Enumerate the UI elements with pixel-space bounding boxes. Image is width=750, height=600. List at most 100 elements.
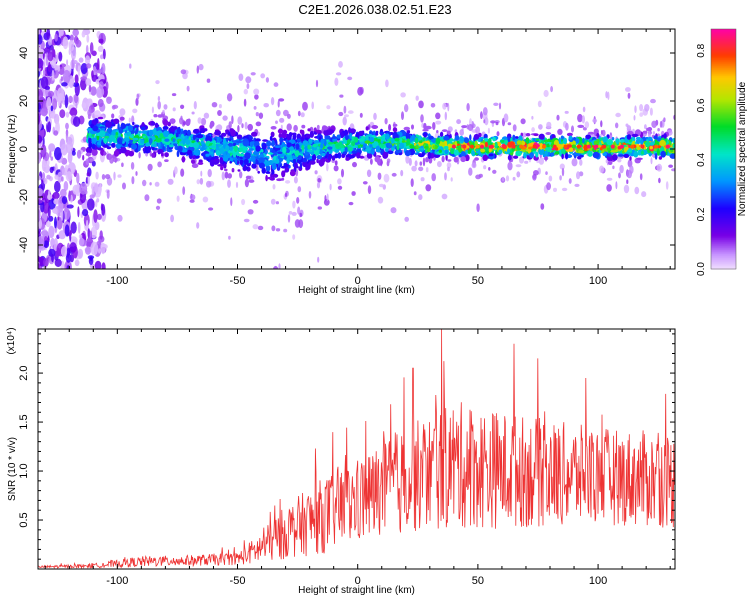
heatmap-cell bbox=[250, 72, 256, 76]
heatmap-cell bbox=[494, 141, 498, 149]
heatmap-cell bbox=[503, 113, 509, 123]
heatmap-cell bbox=[296, 197, 300, 204]
heatmap-cell bbox=[420, 177, 425, 182]
heatmap-cell bbox=[466, 124, 469, 130]
heatmap-cell bbox=[62, 207, 71, 220]
heatmap-cell bbox=[86, 63, 92, 69]
heatmap-cell bbox=[269, 135, 273, 141]
heatmap-cell bbox=[384, 118, 388, 125]
heatmap-cell bbox=[365, 134, 369, 142]
heatmap-cell bbox=[377, 136, 383, 140]
heatmap-cell bbox=[423, 122, 427, 130]
heatmap-cell bbox=[119, 116, 125, 121]
heatmap-cell bbox=[545, 132, 552, 135]
heatmap-cell bbox=[418, 100, 424, 109]
heatmap-cell bbox=[353, 136, 359, 143]
heatmap-cell bbox=[148, 129, 154, 136]
heatmap-cell bbox=[650, 98, 656, 104]
heatmap-cell bbox=[404, 150, 411, 157]
heatmap-cell bbox=[647, 127, 653, 132]
colorbar-swatch bbox=[711, 219, 736, 222]
heatmap-cell bbox=[366, 169, 372, 178]
heatmap-cell bbox=[358, 130, 364, 135]
heatmap-cell bbox=[663, 117, 666, 123]
heatmap-cell bbox=[156, 198, 162, 204]
heatmap-cell bbox=[543, 89, 549, 98]
heatmap-cell bbox=[38, 199, 43, 204]
heatmap-cell bbox=[565, 122, 569, 131]
heatmap-cell bbox=[653, 135, 658, 140]
heatmap-cell bbox=[615, 181, 618, 190]
heatmap-cell bbox=[334, 77, 339, 87]
heatmap-cell bbox=[649, 142, 655, 146]
heatmap-cell bbox=[392, 123, 398, 127]
heatmap-cell bbox=[129, 134, 134, 139]
heatmap-cell bbox=[659, 120, 663, 128]
heatmap-cell bbox=[237, 125, 240, 133]
heatmap-cell bbox=[618, 154, 624, 157]
heatmap-cell bbox=[262, 139, 268, 142]
heatmap-cell bbox=[487, 127, 490, 134]
heatmap-cell bbox=[81, 102, 87, 109]
colorbar-swatch bbox=[711, 251, 736, 254]
heatmap-cell bbox=[423, 132, 428, 138]
heatmap-cell bbox=[40, 108, 48, 116]
heatmap-cell bbox=[467, 124, 474, 131]
heatmap-cell bbox=[623, 153, 630, 158]
colorbar-swatch bbox=[711, 149, 736, 152]
heatmap-cell bbox=[47, 205, 51, 218]
heatmap-cell bbox=[464, 154, 470, 162]
heatmap-cell bbox=[270, 131, 275, 138]
heatmap-cell bbox=[281, 170, 286, 178]
heatmap-cell bbox=[85, 55, 91, 65]
x-tick-label: 0 bbox=[355, 575, 361, 587]
heatmap-cell bbox=[72, 184, 79, 195]
heatmap-cell bbox=[76, 149, 82, 159]
heatmap-cell bbox=[418, 140, 423, 144]
heatmap-cell bbox=[320, 158, 326, 163]
heatmap-cell bbox=[199, 128, 206, 132]
heatmap-cell bbox=[43, 240, 50, 248]
heatmap-cell bbox=[668, 164, 673, 168]
heatmap-cell bbox=[488, 167, 491, 171]
heatmap-cell bbox=[193, 101, 197, 110]
heatmap-cell bbox=[272, 184, 276, 190]
heatmap-cell bbox=[286, 148, 290, 153]
colorbar-swatch bbox=[711, 213, 736, 216]
heatmap-cell bbox=[275, 120, 278, 124]
heatmap-cell bbox=[72, 29, 79, 37]
heatmap-cell bbox=[326, 193, 329, 201]
colorbar-swatch bbox=[711, 235, 736, 238]
heatmap-cell bbox=[66, 204, 74, 209]
heatmap-cell bbox=[261, 142, 267, 150]
heatmap-cell bbox=[65, 140, 74, 154]
heatmap-cell bbox=[130, 143, 138, 150]
heatmap-cell bbox=[507, 161, 513, 171]
heatmap-cell bbox=[222, 115, 228, 121]
heatmap-cell bbox=[224, 168, 228, 172]
colorbar-swatch bbox=[711, 109, 736, 112]
heatmap-cell bbox=[297, 110, 301, 117]
heatmap-cell bbox=[243, 88, 248, 95]
heatmap-cell bbox=[251, 131, 258, 137]
heatmap-cell bbox=[331, 155, 336, 161]
heatmap-cell bbox=[155, 80, 160, 85]
heatmap-cell bbox=[193, 149, 200, 156]
heatmap-cell bbox=[162, 125, 169, 130]
heatmap-cell bbox=[444, 149, 449, 155]
heatmap-cell bbox=[218, 143, 222, 147]
heatmap-cell bbox=[103, 137, 108, 144]
heatmap-cell bbox=[65, 253, 72, 263]
heatmap-cell bbox=[46, 29, 51, 40]
heatmap-cell bbox=[215, 150, 221, 156]
heatmap-cell bbox=[422, 137, 426, 142]
heatmap-cell bbox=[405, 133, 411, 140]
heatmap-cell bbox=[75, 103, 78, 109]
heatmap-cell bbox=[576, 144, 581, 149]
heatmap-cell bbox=[270, 126, 277, 130]
heatmap-cell bbox=[38, 34, 43, 45]
heatmap-cell bbox=[65, 111, 70, 118]
heatmap-cell bbox=[64, 94, 69, 109]
heatmap-cell bbox=[329, 183, 332, 191]
heatmap-cell bbox=[243, 218, 250, 223]
